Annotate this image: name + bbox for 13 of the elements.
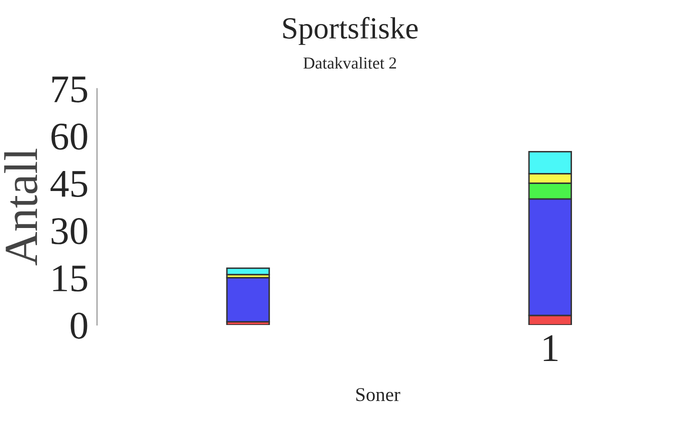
y-tick-label: 0 [70,312,88,339]
y-tick-label: 75 [52,76,88,102]
x-axis-title: Soner [356,388,400,402]
y-tick-label: 45 [50,171,88,198]
y-tick-label: 60 [51,124,88,150]
bar [226,276,270,322]
x-tick-label: 1 [544,335,558,361]
y-axis-title: Antall [4,148,38,266]
chart-subtitle: Datakvalitet 2 [303,56,396,69]
chart-title: Sportsfiske [283,16,418,45]
bar [226,268,270,276]
y-tick-label: 15 [53,265,88,292]
y-tick-label: 30 [52,218,88,244]
